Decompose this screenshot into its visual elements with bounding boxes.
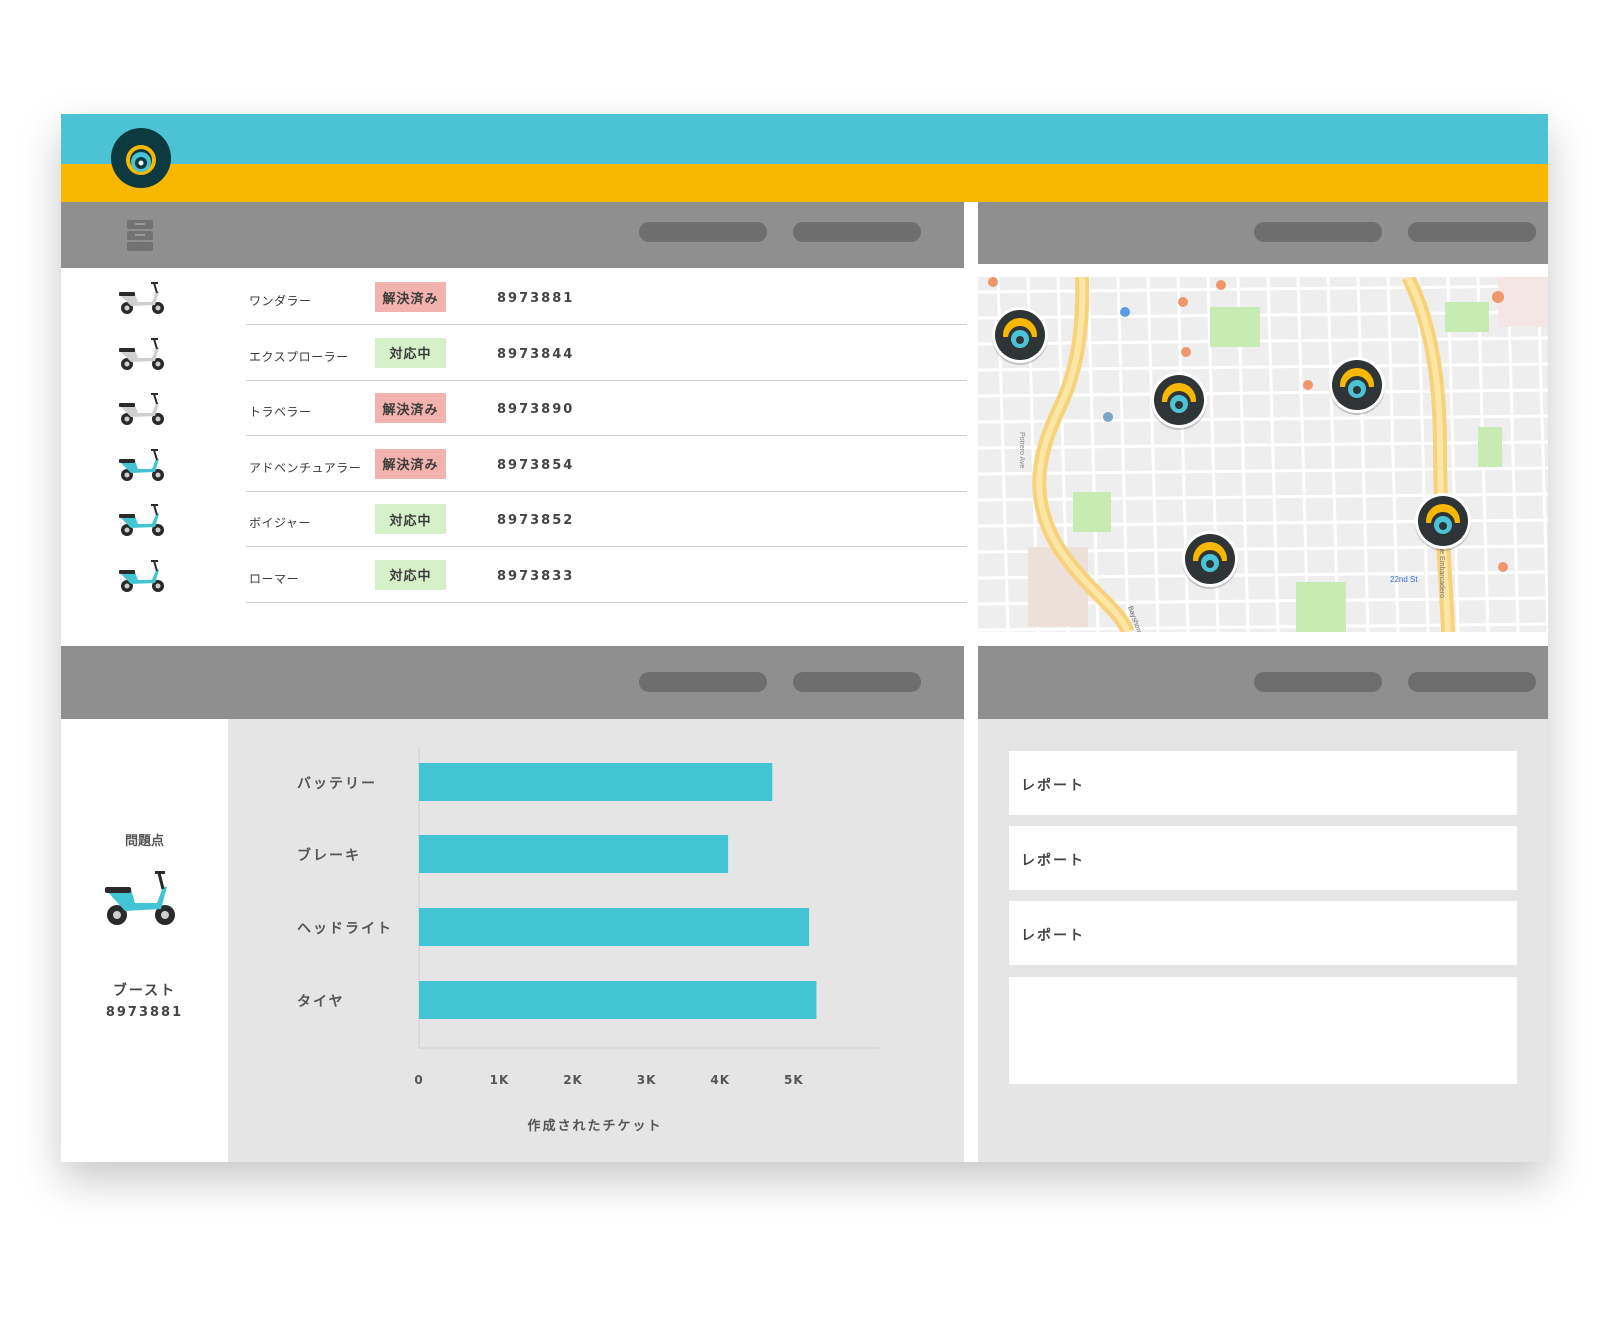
tick-label: 1K (490, 1073, 510, 1087)
header-pill-button[interactable] (639, 672, 767, 692)
issue-title: 問題点 (124, 834, 164, 849)
map-header (978, 202, 1548, 264)
row-divider (246, 379, 967, 381)
scooter-name: アドベンチュアラー (249, 460, 362, 475)
map-street-label: The Embarcadero (1438, 542, 1445, 598)
row-divider (246, 546, 967, 547)
scooter-icon (117, 337, 167, 376)
row-divider (246, 601, 967, 603)
status-badge: 解決済み (375, 448, 446, 479)
eye-marker-icon[interactable] (1182, 531, 1238, 589)
header-pill-button[interactable] (1254, 672, 1382, 692)
row-divider (246, 435, 967, 436)
scooter-name: ローマー (249, 571, 300, 586)
issues-chart: バッテリーブレーキヘッドライト タイヤ 0 1K 2K 3K 4K 5K 作成されたチケット (228, 719, 964, 1162)
ticket-row[interactable]: ローマー 対応中 8973833 (61, 546, 967, 603)
inbox-icon[interactable] (125, 218, 155, 256)
status-badge: 解決済み (375, 393, 446, 423)
eye-marker-icon[interactable] (992, 307, 1048, 365)
scooter-icon (117, 282, 167, 320)
ticket-row[interactable]: ワンダラー 解決済み 8973881 (61, 268, 967, 325)
scooter-name: ボイジャー (249, 516, 311, 530)
status-badge: 対応中 (375, 504, 446, 534)
eye-marker-icon[interactable] (1329, 357, 1385, 415)
category-label: バッテリー (297, 776, 377, 792)
ticket-list: ワンダラー 解決済み 8973881 エクスプローラー 対応中 8973844 トラベラー解… (61, 268, 967, 646)
top-bar (61, 114, 1548, 164)
ticket-row[interactable]: ボイジャー 対応中 8973852 (61, 490, 967, 547)
map-street-label: Potrero Ave (1018, 432, 1025, 469)
status-badge: 解決済み (375, 282, 446, 312)
scooter-icon (101, 869, 181, 933)
reports-header (978, 646, 1548, 719)
report-item[interactable]: レポート (1009, 901, 1517, 965)
ticket-list-header (61, 202, 964, 268)
scooter-map[interactable]: Potrero Ave Bayshore 22nd St The Embarca… (978, 277, 1548, 632)
chart-bar (419, 835, 729, 873)
report-item[interactable] (1009, 977, 1517, 1084)
report-item[interactable]: レポート (1009, 826, 1517, 890)
reports-panel: レポート レポート レポート (978, 719, 1548, 1162)
status-badge: 対応中 (375, 337, 446, 368)
map-street-label: 22nd St (1390, 575, 1418, 584)
ticket-number: 8973881 (497, 291, 575, 306)
issues-header (61, 646, 964, 719)
header-pill-button[interactable] (639, 222, 767, 242)
ticket-number: 8973890 (497, 402, 575, 417)
x-axis-label: 作成されたチケット (527, 1118, 662, 1134)
eye-marker-icon[interactable] (1415, 493, 1471, 551)
accent-stripe (61, 164, 1548, 202)
ticket-number: 8973852 (497, 513, 575, 528)
header-pill-button[interactable] (793, 222, 921, 242)
ticket-row[interactable]: トラベラー 解決済み 8973890 (61, 379, 967, 436)
category-label: ブレーキ (297, 847, 361, 864)
tick-label: 4K (710, 1073, 730, 1087)
report-label: レポート (1021, 853, 1085, 869)
tick-label: 5K (784, 1073, 804, 1087)
tick-label: 2K (563, 1073, 583, 1087)
scooter-name: ワンダラー (249, 294, 312, 308)
ticket-row[interactable]: エクスプローラー 対応中 8973844 (61, 324, 967, 381)
header-pill-button[interactable] (1408, 672, 1536, 692)
report-label: レポート (1021, 778, 1085, 794)
ticket-number: 8973844 (497, 346, 575, 362)
tick-label: 3K (637, 1073, 657, 1087)
scooter-icon (117, 559, 167, 598)
ticket-number: 8973854 (497, 457, 575, 473)
tick-label: 0 (414, 1073, 423, 1087)
eye-logo-icon[interactable] (111, 128, 171, 188)
chart-bar (419, 981, 817, 1019)
report-item[interactable]: レポート (1009, 751, 1517, 815)
chart-bar (419, 763, 773, 801)
scooter-icon (117, 448, 167, 487)
issue-scooter-number: 8973881 (105, 1005, 184, 1020)
issue-summary (61, 719, 228, 1162)
report-label: レポート (1021, 928, 1085, 944)
ticket-number: 8973833 (497, 568, 575, 584)
issue-scooter-name: ブースト (112, 983, 177, 999)
chart-bar (419, 908, 810, 946)
row-divider (246, 324, 967, 325)
row-divider (246, 490, 967, 492)
ticket-row[interactable]: アドベンチュアラー 解決済み 8973854 (61, 435, 967, 492)
category-label: タイヤ (297, 994, 345, 1010)
status-badge: 対応中 (375, 559, 446, 590)
dashboard-window: ワンダラー 解決済み 8973881 エクスプローラー 対応中 8973844 トラベラー解… (61, 114, 1548, 1162)
eye-marker-icon[interactable] (1151, 372, 1207, 430)
header-pill-button[interactable] (1408, 222, 1536, 242)
scooter-icon (117, 504, 167, 542)
header-pill-button[interactable] (1254, 222, 1382, 242)
scooter-name: エクスプローラー (249, 349, 349, 364)
category-label: ヘッドライト (297, 921, 393, 937)
scooter-icon (117, 393, 167, 431)
header-pill-button[interactable] (793, 672, 921, 692)
scooter-name: トラベラー (249, 405, 312, 419)
